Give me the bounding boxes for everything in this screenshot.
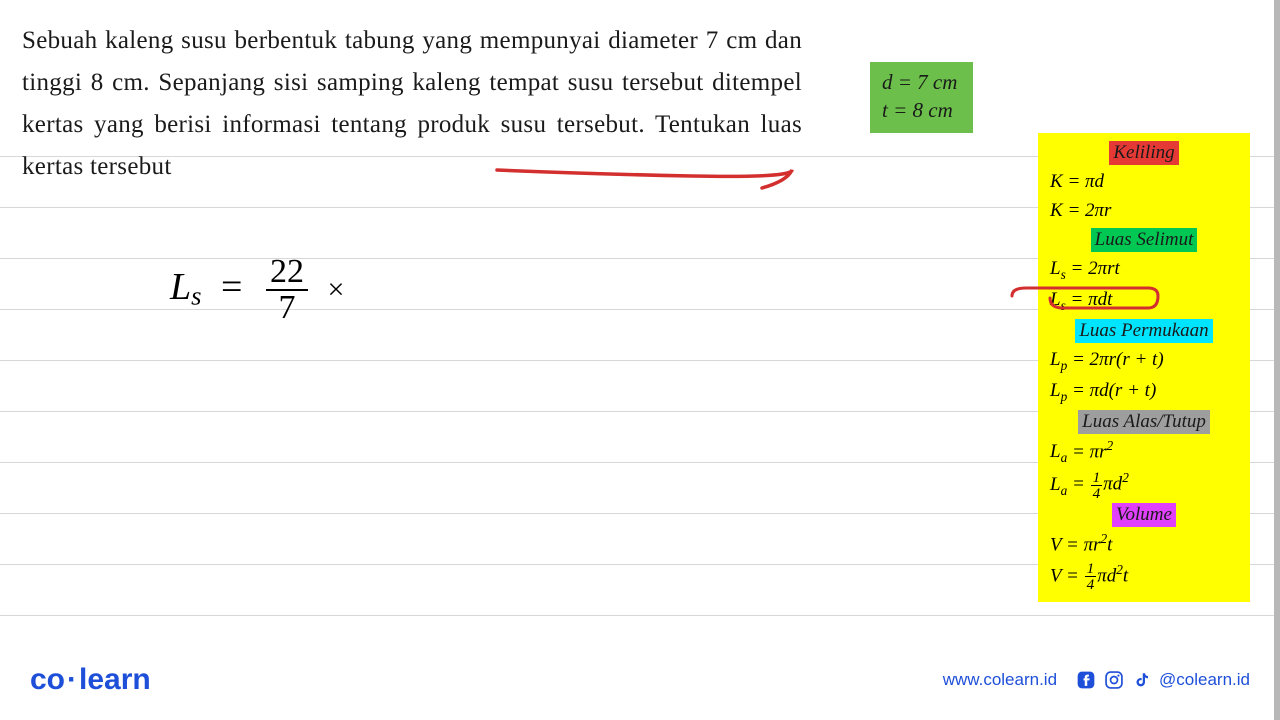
social-handle: @colearn.id [1159, 670, 1250, 690]
formula-k-2: K = 2πr [1046, 196, 1242, 225]
formula-reference-box: Keliling K = πd K = 2πr Luas Selimut Ls … [1038, 133, 1250, 602]
hw-fraction: 22 7 [266, 255, 308, 325]
footer: co·learn www.colearn.id @colearn.id [0, 660, 1280, 700]
tiktok-icon [1131, 669, 1153, 691]
problem-statement: Sebuah kaleng susu berbentuk tabung yang… [22, 20, 802, 188]
facebook-icon [1075, 669, 1097, 691]
given-t: t = 8 cm [882, 96, 957, 124]
formula-ls-1: Ls = 2πrt [1046, 254, 1242, 285]
formula-lp-2: Lp = πd(r + t) [1046, 376, 1242, 407]
section-keliling: Keliling [1109, 141, 1178, 165]
right-edge-border [1274, 0, 1280, 720]
hw-equals: = [221, 266, 242, 308]
given-d: d = 7 cm [882, 68, 957, 96]
formula-la-1: La = πr2 [1046, 436, 1242, 469]
formula-v-1: V = πr2t [1046, 529, 1242, 560]
hw-times: × [327, 273, 344, 306]
social-icons: @colearn.id [1075, 669, 1250, 691]
instagram-icon [1103, 669, 1125, 691]
handwritten-work: Ls = 22 7 × [170, 255, 344, 325]
hw-lhs: Ls [170, 266, 202, 308]
formula-v-2: V = 14πd2t [1046, 560, 1242, 593]
footer-right: www.colearn.id @colearn.id [943, 669, 1250, 691]
red-underline [492, 166, 802, 196]
colearn-logo: co·learn [30, 663, 151, 697]
section-luas-selimut: Luas Selimut [1091, 228, 1198, 252]
section-luas-alas: Luas Alas/Tutup [1078, 410, 1210, 434]
website-url: www.colearn.id [943, 670, 1057, 690]
section-luas-permukaan: Luas Permukaan [1075, 319, 1212, 343]
formula-highlight-circle [1008, 282, 1168, 314]
formula-lp-1: Lp = 2πr(r + t) [1046, 345, 1242, 376]
given-values-box: d = 7 cm t = 8 cm [870, 62, 973, 133]
section-volume: Volume [1112, 503, 1176, 527]
formula-la-2: La = 14πd2 [1046, 468, 1242, 501]
formula-k-1: K = πd [1046, 167, 1242, 196]
